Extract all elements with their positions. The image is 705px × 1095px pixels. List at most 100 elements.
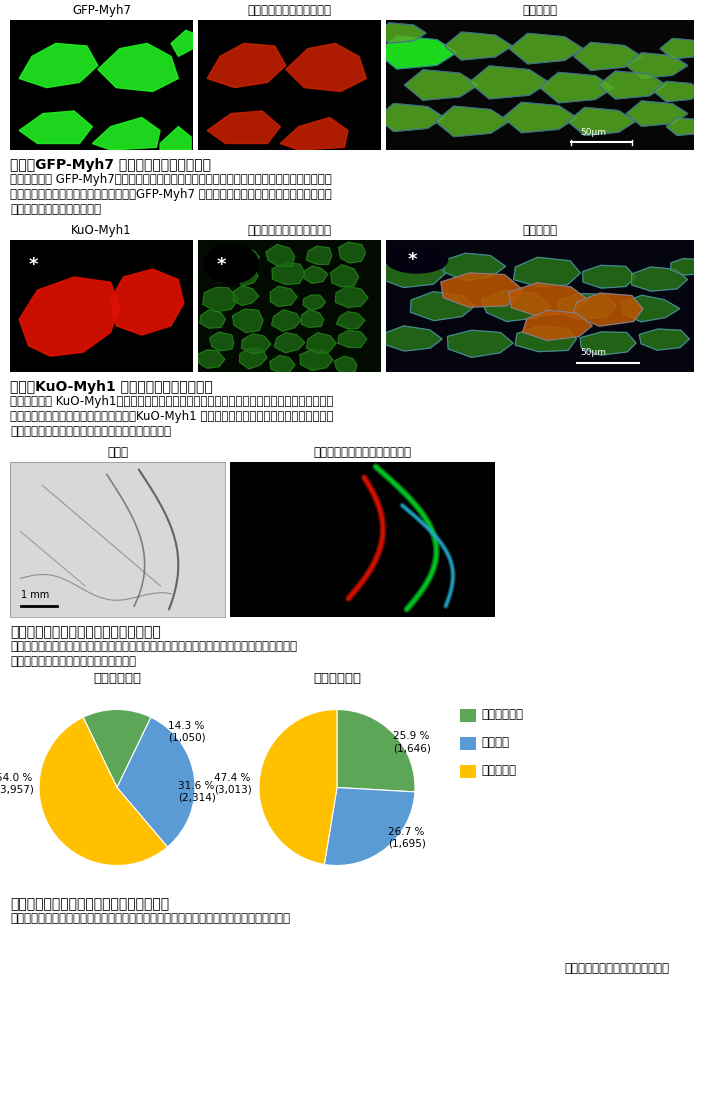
Polygon shape xyxy=(654,81,704,102)
Polygon shape xyxy=(626,53,688,78)
Polygon shape xyxy=(214,268,233,283)
Wedge shape xyxy=(259,710,337,864)
Polygon shape xyxy=(300,350,333,370)
Polygon shape xyxy=(338,330,367,347)
Wedge shape xyxy=(117,717,195,846)
Polygon shape xyxy=(205,249,228,267)
Polygon shape xyxy=(266,244,295,266)
Text: 明視野像と蛍光像の重ね合わせ: 明視野像と蛍光像の重ね合わせ xyxy=(314,446,412,459)
Circle shape xyxy=(386,246,448,273)
Polygon shape xyxy=(307,333,336,354)
Polygon shape xyxy=(336,312,365,328)
Text: 抗遅筋型ミオシン重鎖抗体: 抗遅筋型ミオシン重鎖抗体 xyxy=(247,4,331,18)
Polygon shape xyxy=(509,33,583,64)
Polygon shape xyxy=(98,44,178,92)
Polygon shape xyxy=(469,66,549,99)
Polygon shape xyxy=(19,277,120,356)
Polygon shape xyxy=(383,326,442,351)
Polygon shape xyxy=(508,283,588,316)
Text: 性筋線維は完全に一致する。: 性筋線維は完全に一致する。 xyxy=(10,203,101,216)
Polygon shape xyxy=(441,273,523,308)
Polygon shape xyxy=(272,263,305,285)
Polygon shape xyxy=(197,349,225,368)
Polygon shape xyxy=(580,332,636,355)
Polygon shape xyxy=(160,127,191,150)
Text: 同一切片を KuO-Myh1（赤色）、抗速筋型ミオシン重鎖抗体（緑色）、抗ラミニン抗体（白: 同一切片を KuO-Myh1（赤色）、抗速筋型ミオシン重鎖抗体（緑色）、抗ラミニ… xyxy=(10,395,333,408)
Title: 遅筋型筋線維: 遅筋型筋線維 xyxy=(313,671,361,684)
Polygon shape xyxy=(92,117,160,150)
Text: 色）、核（青色）で検出した像を示す。GFP-Myh7 陽性筋線維と抗遅筋型ミオシン重鎖抗体陽: 色）、核（青色）で検出した像を示す。GFP-Myh7 陽性筋線維と抗遅筋型ミオシ… xyxy=(10,188,332,201)
Polygon shape xyxy=(270,356,295,373)
Text: 同一切片を GFP-Myh7（緑色）、抗遅筋型ミオシン重鎖抗体（赤色）、抗ラミニン抗体（白: 同一切片を GFP-Myh7（緑色）、抗遅筋型ミオシン重鎖抗体（赤色）、抗ラミニ… xyxy=(10,173,332,186)
Circle shape xyxy=(204,244,259,284)
Polygon shape xyxy=(381,257,446,288)
Polygon shape xyxy=(410,291,475,321)
Polygon shape xyxy=(19,44,98,88)
Text: 50μm: 50μm xyxy=(580,348,606,357)
Polygon shape xyxy=(639,328,689,350)
Text: 1 mm: 1 mm xyxy=(20,590,49,600)
Polygon shape xyxy=(448,331,513,357)
Polygon shape xyxy=(334,356,357,374)
Wedge shape xyxy=(39,717,168,865)
Polygon shape xyxy=(582,265,636,288)
Text: エクソン: エクソン xyxy=(481,737,509,749)
Polygon shape xyxy=(443,253,505,280)
Text: 54.0 %
(3,957): 54.0 % (3,957) xyxy=(0,773,34,794)
Polygon shape xyxy=(435,106,509,137)
Polygon shape xyxy=(558,293,616,320)
Polygon shape xyxy=(445,32,513,60)
Text: 単一筋線維レベルにて蛍光（緑色、赤色）を発していることが観察できる。重ね合わせ像: 単一筋線維レベルにて蛍光（緑色、赤色）を発していることが観察できる。重ね合わせ像 xyxy=(10,639,297,653)
Polygon shape xyxy=(503,102,577,132)
Polygon shape xyxy=(626,101,688,126)
Polygon shape xyxy=(376,104,445,131)
Polygon shape xyxy=(522,310,592,341)
Text: *: * xyxy=(407,251,417,268)
Polygon shape xyxy=(200,310,226,328)
Wedge shape xyxy=(83,710,151,787)
Text: 図２　KuO-Myh1 マウス骨格筋横断切片像: 図２ KuO-Myh1 マウス骨格筋横断切片像 xyxy=(10,380,213,394)
Polygon shape xyxy=(240,348,267,369)
Polygon shape xyxy=(336,287,368,308)
Polygon shape xyxy=(306,246,332,265)
Polygon shape xyxy=(203,287,238,312)
Polygon shape xyxy=(376,36,457,69)
Text: 25.9 %
(1,646): 25.9 % (1,646) xyxy=(393,731,431,753)
Text: 図１　GFP-Myh7 マウス骨格筋横断切片像: 図１ GFP-Myh7 マウス骨格筋横断切片像 xyxy=(10,158,211,172)
Polygon shape xyxy=(568,107,635,136)
Polygon shape xyxy=(209,332,234,351)
Polygon shape xyxy=(235,267,258,286)
Text: *: * xyxy=(216,256,226,274)
Text: 重ね合わせ: 重ね合わせ xyxy=(522,224,558,237)
Text: 重ね合わせ: 重ね合わせ xyxy=(522,4,558,18)
Wedge shape xyxy=(324,787,415,865)
Polygon shape xyxy=(338,242,366,263)
Title: 速筋型筋線維: 速筋型筋線維 xyxy=(93,671,141,684)
Text: プロモーター: プロモーター xyxy=(481,708,523,722)
Polygon shape xyxy=(171,31,193,57)
Polygon shape xyxy=(405,70,479,101)
Polygon shape xyxy=(281,117,348,150)
Polygon shape xyxy=(241,334,271,354)
Text: 図４　高メチル化された遺伝子部位の割合: 図４ 高メチル化された遺伝子部位の割合 xyxy=(10,897,169,911)
Polygon shape xyxy=(621,296,680,322)
Polygon shape xyxy=(233,286,259,306)
Polygon shape xyxy=(207,111,281,143)
Text: （尾嶋孝一、室谷進、大江美香）: （尾嶋孝一、室谷進、大江美香） xyxy=(565,963,670,975)
Text: イントロン: イントロン xyxy=(481,764,516,777)
Polygon shape xyxy=(515,325,577,351)
Text: GFP-Myh7: GFP-Myh7 xyxy=(72,4,131,18)
Polygon shape xyxy=(111,269,184,335)
Text: 明視野: 明視野 xyxy=(107,446,128,459)
Polygon shape xyxy=(233,309,263,333)
Polygon shape xyxy=(670,258,705,275)
Polygon shape xyxy=(482,290,551,322)
Polygon shape xyxy=(270,286,297,307)
Polygon shape xyxy=(666,118,705,136)
Text: 陽性筋線維が一致する。＊は遅筋型筋線維を示す。: 陽性筋線維が一致する。＊は遅筋型筋線維を示す。 xyxy=(10,425,171,438)
Text: 47.4 %
(3,013): 47.4 % (3,013) xyxy=(214,773,252,794)
Polygon shape xyxy=(572,293,643,326)
Polygon shape xyxy=(235,250,259,265)
Text: 抗速筋型ミオシン重鎖抗体: 抗速筋型ミオシン重鎖抗体 xyxy=(247,224,331,237)
Polygon shape xyxy=(513,257,580,287)
